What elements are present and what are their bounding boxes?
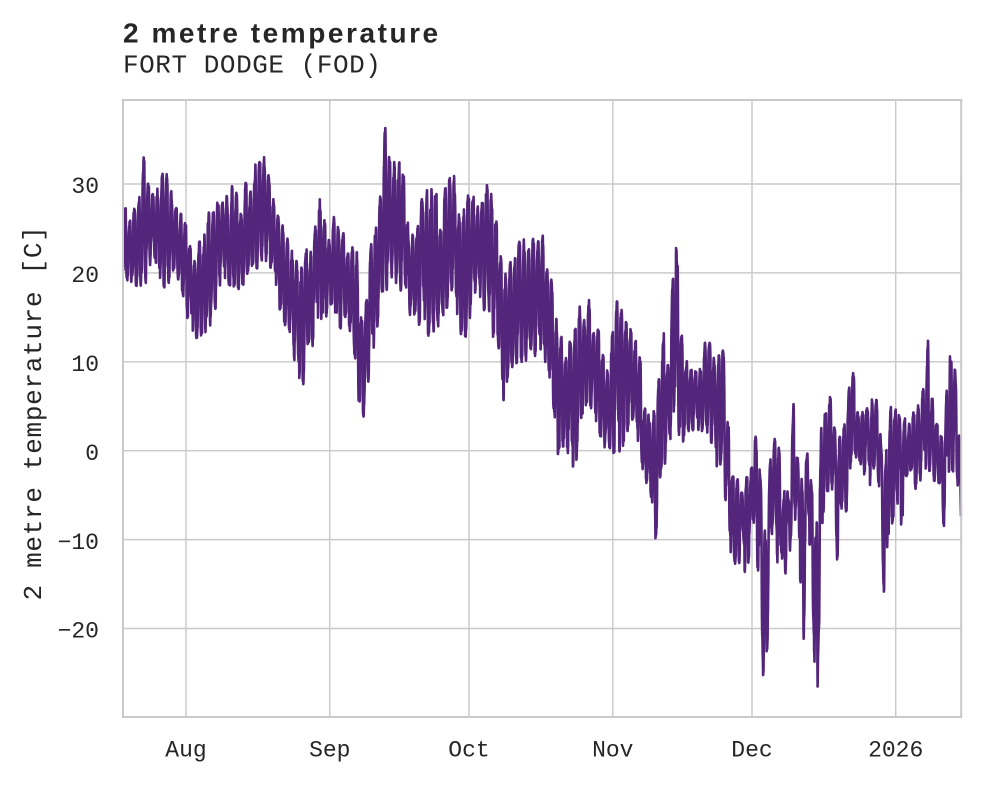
svg-text:Sep: Sep bbox=[309, 737, 350, 763]
svg-text:2 metre temperature [C]: 2 metre temperature [C] bbox=[19, 226, 49, 601]
svg-text:2026: 2026 bbox=[868, 737, 923, 763]
svg-text:FORT DODGE (FOD): FORT DODGE (FOD) bbox=[123, 51, 381, 81]
svg-text:10: 10 bbox=[71, 352, 99, 378]
svg-text:30: 30 bbox=[71, 174, 99, 200]
svg-text:−10: −10 bbox=[58, 530, 99, 556]
svg-text:Oct: Oct bbox=[448, 737, 489, 763]
svg-text:2 metre temperature: 2 metre temperature bbox=[123, 17, 441, 48]
svg-text:Nov: Nov bbox=[592, 737, 634, 763]
svg-text:0: 0 bbox=[85, 441, 99, 467]
svg-text:20: 20 bbox=[71, 263, 99, 289]
svg-text:−20: −20 bbox=[58, 619, 99, 645]
svg-text:Aug: Aug bbox=[165, 737, 206, 763]
svg-text:Dec: Dec bbox=[731, 737, 772, 763]
